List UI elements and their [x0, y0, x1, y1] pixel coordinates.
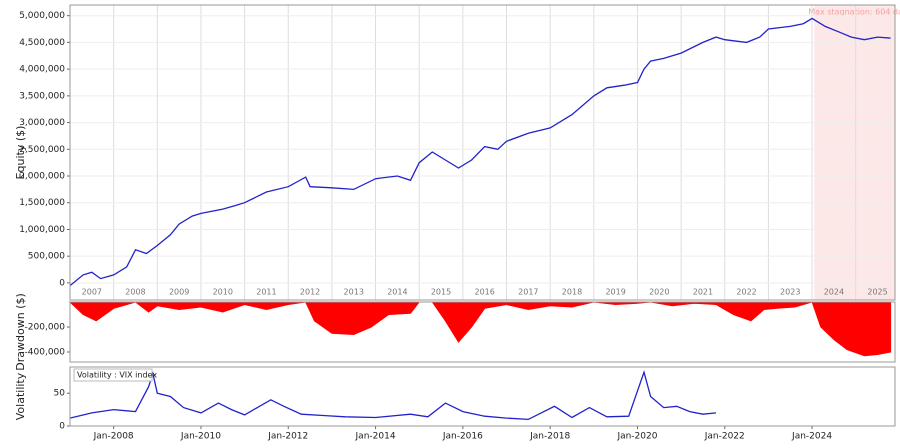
year-label: 2010 [213, 288, 233, 297]
y-axis-title: Volatility [14, 372, 27, 420]
y-tick-label: 2,000,000 [19, 172, 65, 182]
legend-label: Volatility : VIX index [77, 371, 157, 380]
panel-frame [69, 366, 896, 427]
y-tick-label: 2,500,000 [19, 145, 65, 155]
y-tick-label: 0 [59, 422, 65, 432]
year-label: 2015 [431, 288, 451, 297]
year-label: 2024 [824, 288, 844, 297]
year-label: 2020 [649, 288, 669, 297]
y-tick-label: 5,000,000 [19, 11, 65, 21]
year-label: 2011 [256, 288, 276, 297]
year-label: 2013 [344, 288, 364, 297]
y-axis-title: Drawdown ($) [14, 293, 27, 371]
y-tick-label: 4,500,000 [19, 38, 65, 48]
stagnation-region [814, 5, 895, 300]
x-tick-label: Jan-2008 [93, 432, 134, 442]
year-label: 2021 [693, 288, 713, 297]
y-tick-label: 3,000,000 [19, 118, 65, 128]
year-label: 2017 [518, 288, 538, 297]
panel-frame [69, 301, 896, 363]
year-label: 2014 [387, 288, 407, 297]
year-label: 2007 [82, 288, 102, 297]
series-line [69, 370, 717, 421]
year-label: 2012 [300, 288, 320, 297]
x-tick-label: Jan-2016 [442, 432, 483, 442]
y-tick-label: 1,000,000 [19, 225, 65, 235]
year-label: 2025 [867, 288, 887, 297]
y-tick-label: 1,500,000 [19, 198, 65, 208]
x-tick-label: Jan-2010 [180, 432, 221, 442]
year-label: 2018 [562, 288, 582, 297]
y-tick-label: -200,000 [25, 323, 66, 333]
year-label: 2019 [605, 288, 625, 297]
drawdown-area [68, 301, 892, 357]
y-tick-label: 3,500,000 [19, 91, 65, 101]
legend-box [73, 368, 153, 382]
year-label: 2022 [736, 288, 756, 297]
x-tick-label: Jan-2020 [616, 432, 657, 442]
year-label: 2016 [475, 288, 495, 297]
x-tick-label: Jan-2022 [704, 432, 745, 442]
x-tick-label: Jan-2024 [791, 432, 832, 442]
y-tick-label: 0 [59, 278, 65, 288]
y-tick-label: 4,000,000 [19, 65, 65, 75]
x-tick-label: Jan-2012 [267, 432, 308, 442]
year-label: 2009 [169, 288, 189, 297]
x-tick-label: Jan-2018 [529, 432, 570, 442]
y-tick-label: -400,000 [25, 348, 66, 358]
series-line [69, 17, 891, 287]
stagnation-label: Max stagnation: 604 days [808, 8, 900, 17]
y-tick-label: 500,000 [28, 252, 65, 262]
year-label: 2008 [125, 288, 145, 297]
x-tick-label: Jan-2014 [355, 432, 396, 442]
y-tick-label: 50 [54, 389, 66, 399]
y-axis-title: Equity ($) [14, 126, 27, 180]
year-label: 2023 [780, 288, 800, 297]
panel-frame [69, 4, 896, 301]
